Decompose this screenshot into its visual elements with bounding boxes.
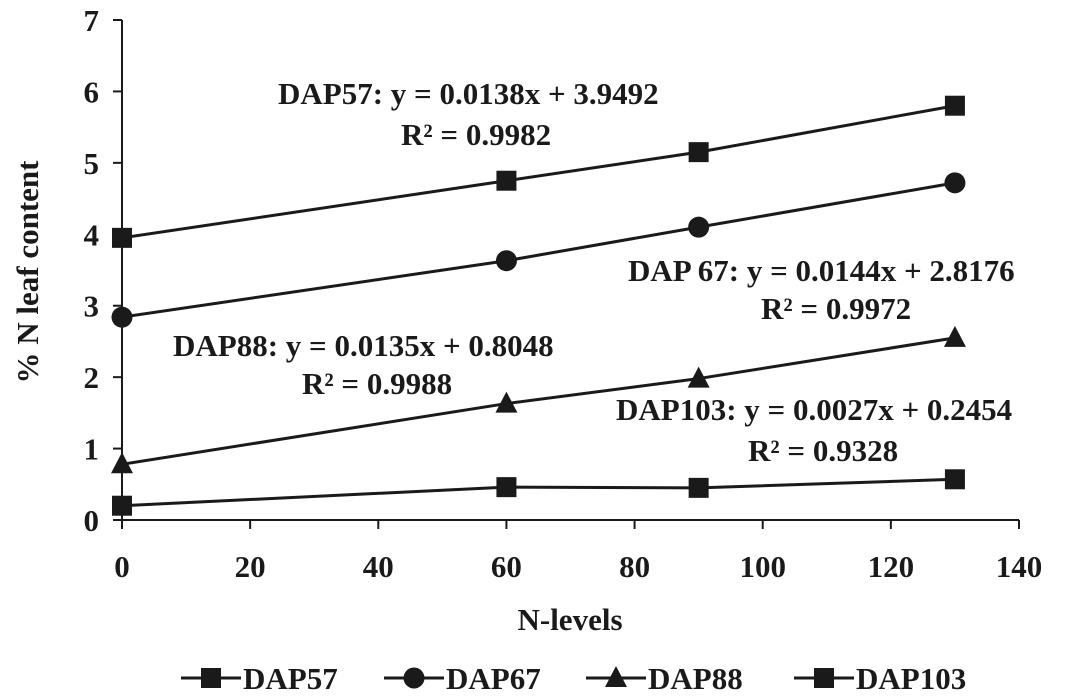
data-point-dap57 bbox=[112, 227, 132, 248]
x-tick-label: 0 bbox=[114, 549, 130, 584]
legend-marker-dap103 bbox=[814, 668, 834, 688]
data-point-dap103 bbox=[944, 469, 965, 490]
x-tick-label: 100 bbox=[739, 549, 786, 584]
annotation-dap67-equation: DAP 67: y = 0.0144x + 2.8176 bbox=[628, 253, 1015, 288]
legend: DAP57 DAP67 DAP88 DAP103 bbox=[181, 661, 966, 696]
x-tick-label: 60 bbox=[491, 549, 522, 584]
x-tick-label: 120 bbox=[868, 549, 915, 584]
series-line-dap67 bbox=[121, 181, 956, 319]
y-tick-label: 4 bbox=[84, 217, 100, 252]
series-dap57 bbox=[112, 95, 965, 248]
annotation-dap67-r2: R² = 0.9972 bbox=[761, 291, 911, 326]
series-dap88 bbox=[111, 325, 966, 474]
legend-label-dap67: DAP67 bbox=[446, 661, 541, 696]
y-tick-label: 1 bbox=[84, 432, 100, 467]
annotation-dap88: DAP88: y = 0.0135x + 0.8048 R² = 0.9988 bbox=[173, 328, 554, 401]
y-axis-label: % N leaf content bbox=[10, 160, 45, 384]
annotation-dap103-r2: R² = 0.9328 bbox=[748, 433, 898, 468]
x-tick-label: 20 bbox=[235, 549, 266, 584]
x-tick-label: 80 bbox=[619, 549, 650, 584]
axes bbox=[113, 19, 1020, 529]
series-line-dap57 bbox=[121, 104, 956, 240]
annotation-dap88-equation: DAP88: y = 0.0135x + 0.8048 bbox=[173, 328, 554, 363]
data-point-dap103 bbox=[496, 477, 517, 498]
data-point-dap67 bbox=[688, 216, 710, 238]
data-point-dap57 bbox=[688, 142, 709, 163]
legend-item-dap67: DAP67 bbox=[384, 661, 541, 696]
data-point-dap67 bbox=[944, 172, 966, 194]
legend-label-dap57: DAP57 bbox=[243, 661, 338, 696]
annotation-dap57-equation: DAP57: y = 0.0138x + 3.9492 bbox=[278, 76, 659, 111]
series-dap103 bbox=[112, 469, 965, 516]
legend-item-dap88: DAP88 bbox=[586, 661, 743, 696]
legend-label-dap103: DAP103 bbox=[856, 661, 966, 696]
legend-label-dap88: DAP88 bbox=[648, 661, 743, 696]
series-dap67 bbox=[111, 172, 966, 328]
data-point-dap103 bbox=[112, 495, 132, 516]
legend-item-dap57: DAP57 bbox=[181, 661, 338, 696]
data-point-dap88 bbox=[495, 391, 518, 413]
y-tick-labels: 0 1 2 3 4 5 6 7 bbox=[84, 3, 100, 538]
y-tick-label: 6 bbox=[84, 74, 100, 109]
annotation-dap67: DAP 67: y = 0.0144x + 2.8176 R² = 0.9972 bbox=[628, 253, 1015, 326]
data-point-dap88 bbox=[687, 366, 710, 388]
x-tick-label: 40 bbox=[363, 549, 394, 584]
legend-marker-dap57 bbox=[201, 668, 221, 688]
x-tick-labels: 0 20 40 60 80 100 120 140 bbox=[114, 549, 1042, 584]
y-tick-label: 7 bbox=[84, 3, 100, 38]
annotation-dap57: DAP57: y = 0.0138x + 3.9492 R² = 0.9982 bbox=[278, 76, 659, 152]
series-line-dap88 bbox=[121, 336, 956, 466]
data-point-dap103 bbox=[688, 477, 709, 498]
annotation-dap103-equation: DAP103: y = 0.0027x + 0.2454 bbox=[616, 392, 1012, 427]
series-lines bbox=[111, 95, 966, 516]
x-axis-label: N-levels bbox=[517, 602, 622, 637]
annotation-dap57-r2: R² = 0.9982 bbox=[401, 117, 551, 152]
data-point-dap57 bbox=[496, 170, 517, 191]
data-point-dap88 bbox=[943, 325, 966, 347]
legend-item-dap103: DAP103 bbox=[794, 661, 966, 696]
y-tick-label: 3 bbox=[84, 289, 100, 324]
data-point-dap57 bbox=[944, 95, 965, 116]
data-point-dap67 bbox=[495, 250, 517, 272]
series-line-dap103 bbox=[121, 477, 955, 508]
annotation-dap103: DAP103: y = 0.0027x + 0.2454 R² = 0.9328 bbox=[616, 392, 1012, 468]
data-point-dap67 bbox=[111, 306, 133, 328]
legend-marker-dap67 bbox=[403, 667, 425, 689]
annotation-dap88-r2: R² = 0.9988 bbox=[302, 366, 452, 401]
legend-marker-dap88 bbox=[605, 666, 627, 687]
y-tick-label: 5 bbox=[84, 146, 100, 181]
y-tick-label: 0 bbox=[84, 503, 100, 538]
data-point-dap88 bbox=[111, 452, 133, 474]
x-tick-label: 140 bbox=[996, 549, 1043, 584]
y-tick-label: 2 bbox=[84, 360, 100, 395]
